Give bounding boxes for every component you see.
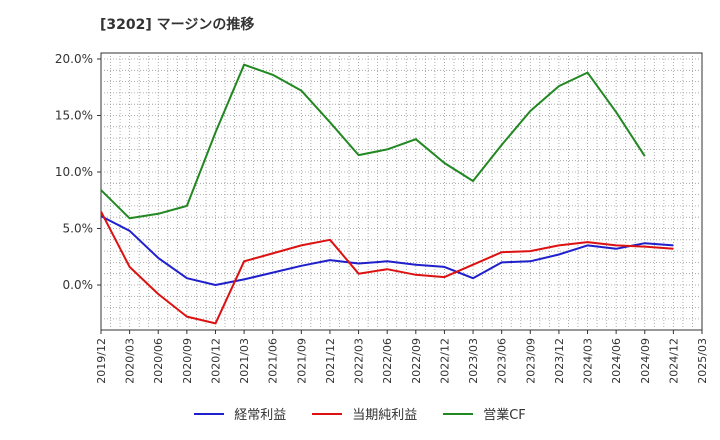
series-line-経常利益 <box>100 215 674 286</box>
x-tick-label: 2023/09 <box>524 338 537 384</box>
legend-swatch <box>443 412 474 415</box>
x-tick-label: 2024/06 <box>610 338 623 384</box>
y-tick-label: 0.0% <box>63 278 94 292</box>
x-tick-label: 2020/09 <box>181 338 194 384</box>
x-tick-label: 2024/09 <box>639 338 652 384</box>
x-tick-label: 2020/06 <box>152 338 165 384</box>
x-tick-label: 2021/09 <box>295 338 308 384</box>
x-tick-label: 2020/12 <box>209 338 222 384</box>
x-tick-label: 2025/03 <box>696 338 709 384</box>
x-tick-label: 2021/03 <box>238 338 251 384</box>
x-tick-label: 2023/06 <box>496 338 509 384</box>
legend-label: 営業CF <box>483 408 526 423</box>
x-tick-label: 2021/12 <box>324 338 337 384</box>
series-line-当期純利益 <box>100 211 674 325</box>
plot-area <box>100 52 703 331</box>
x-tick-label: 2023/12 <box>553 338 566 384</box>
legend-label: 当期純利益 <box>352 408 418 423</box>
x-tick-label: 2023/03 <box>467 338 480 384</box>
y-tick-label: 20.0% <box>55 52 93 66</box>
chart-legend: 経常利益 当期純利益 営業CF <box>0 404 720 423</box>
y-tick-label: 5.0% <box>63 222 94 236</box>
chart-title: [3202] マージンの推移 <box>100 17 255 33</box>
legend-item: 経常利益 <box>194 404 286 423</box>
x-tick-label: 2024/12 <box>667 338 680 384</box>
legend-item: 営業CF <box>443 404 526 423</box>
legend-swatch <box>194 412 225 415</box>
y-tick-label: 10.0% <box>55 165 93 179</box>
series-line-営業CF <box>100 63 646 220</box>
legend-item: 当期純利益 <box>312 404 417 423</box>
x-tick-label: 2024/03 <box>582 338 595 384</box>
x-tick-label: 2020/03 <box>124 338 137 384</box>
x-tick-label: 2019/12 <box>95 338 108 384</box>
legend-label: 経常利益 <box>234 408 287 423</box>
x-tick-label: 2022/09 <box>410 338 423 384</box>
x-tick-label: 2021/06 <box>267 338 280 384</box>
x-tick-label: 2022/03 <box>353 338 366 384</box>
x-tick-label: 2022/12 <box>438 338 451 384</box>
legend-swatch <box>312 412 343 415</box>
x-tick-label: 2022/06 <box>381 338 394 384</box>
y-tick-label: 15.0% <box>55 109 93 123</box>
